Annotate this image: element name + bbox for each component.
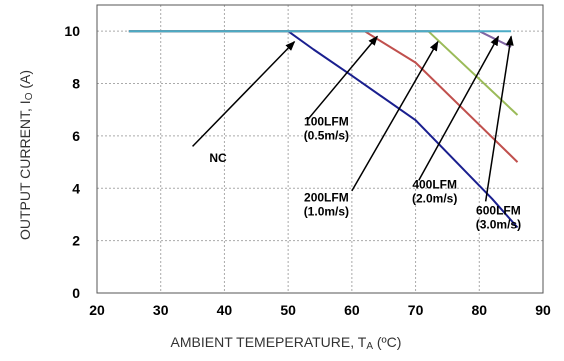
x-tick-label: 90 <box>535 302 551 318</box>
annotation-layer: NC 100LFM (0.5m/s) 200LFM (1.0m/s) 400LFM (2.0… <box>192 35 521 231</box>
tick-layer: 0 2 4 6 8 10 20 30 40 50 60 70 80 90 <box>64 23 551 318</box>
y-tick-label: 0 <box>72 285 80 301</box>
annotation-arrow-2 <box>306 35 378 121</box>
grid-layer <box>97 5 543 293</box>
y-tick-label: 8 <box>72 76 80 92</box>
annotation-arrow-1 <box>192 40 296 147</box>
x-tick-label: 50 <box>280 302 296 318</box>
x-tick-label: 20 <box>89 302 105 318</box>
y-tick-label: 10 <box>64 23 80 39</box>
y-tick-label: 2 <box>72 233 80 249</box>
annotation-arrow-4 <box>418 35 500 181</box>
annotation-arrow-3 <box>351 40 439 192</box>
series-layer <box>128 30 519 229</box>
annotation-label-2: 100LFM (0.5m/s) <box>304 114 349 142</box>
y-tick-label: 6 <box>72 128 80 144</box>
x-tick-label: 30 <box>153 302 169 318</box>
series-line-4 <box>128 30 512 48</box>
x-tick-label: 80 <box>471 302 487 318</box>
annotation-label-4: 400LFM (2.0m/s) <box>412 177 457 205</box>
series-line-3 <box>128 30 519 116</box>
x-tick-label: 40 <box>217 302 233 318</box>
annotation-label-5: 600LFM (3.0m/s) <box>476 203 521 231</box>
x-tick-label: 70 <box>408 302 424 318</box>
annotation-arrow-5 <box>484 35 514 202</box>
y-tick-label: 4 <box>72 180 80 196</box>
y-axis-title: OUTPUT CURRENT, IO (A) <box>17 70 35 240</box>
x-tick-label: 60 <box>344 302 360 318</box>
annotation-label-3: 200LFM (1.0m/s) <box>304 190 349 218</box>
annotation-label-1: NC <box>209 151 227 165</box>
series-line-2 <box>128 30 519 163</box>
x-axis-title: AMBIENT TEMEPERATURE, TA (ºC) <box>171 334 402 352</box>
plot-frame <box>96 4 544 294</box>
